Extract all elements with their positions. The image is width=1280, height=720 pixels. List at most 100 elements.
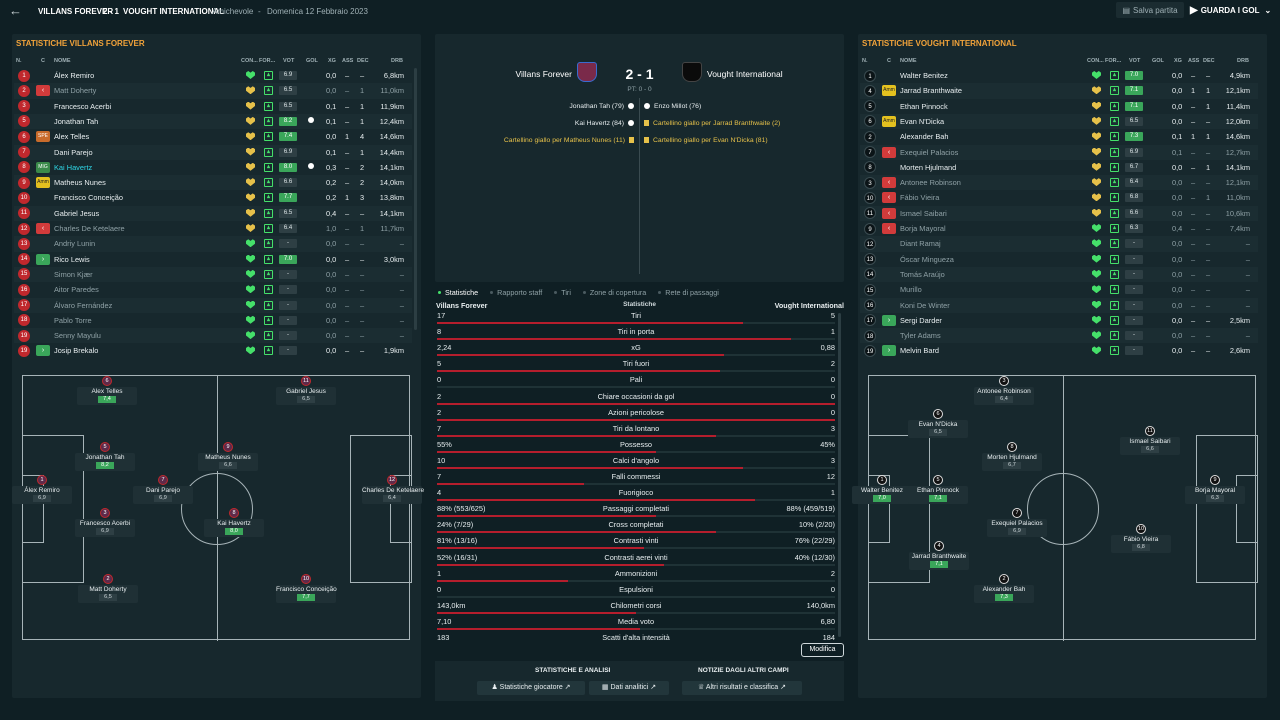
player-row[interactable]: 1 Álex Remiro ▴ 6.9 0,0– –6,8km <box>14 68 412 83</box>
column-header-gol[interactable]: GOL <box>306 58 318 64</box>
column-header-xg[interactable]: XG <box>1174 58 1182 64</box>
player-row[interactable]: 14 › Rico Lewis ▴ 7.0 0,0– –3,0km <box>14 252 412 267</box>
player-name[interactable]: Francisco Conceição <box>54 193 124 203</box>
pitch-player-marker[interactable]: 4 Jarrad Branthwaite 7,1 <box>909 541 969 570</box>
player-name[interactable]: Exequiel Palacios <box>900 147 959 157</box>
player-row[interactable]: 2 Alexander Bah ▴ 7.3 0,1 1 1 14,6km <box>860 129 1258 144</box>
column-header-c[interactable]: C <box>41 58 45 64</box>
player-row[interactable]: 7 Dani Parejo ▴ 6.9 0,1–1 14,4km <box>14 144 412 160</box>
pitch-player-marker[interactable]: 10 Fábio Vieira 6,8 <box>1111 524 1171 553</box>
player-row[interactable]: 8 Morten Hjulmand ▴ 6.7 0,0–1 14,1km <box>860 160 1258 175</box>
column-header-dec[interactable]: DEC <box>1203 58 1215 64</box>
player-name[interactable]: Jonathan Tah <box>54 116 99 126</box>
player-row[interactable]: 15 Murillo ▴ -0,0– – – <box>860 282 1258 297</box>
column-header-drb[interactable]: DRB <box>1237 58 1249 64</box>
player-row[interactable]: 17 › Sergi Darder ▴ -0,0– –2,5km <box>860 313 1258 328</box>
pitch-player-marker[interactable]: 1 Walter Benitez 7,0 <box>852 475 912 504</box>
save-match-button[interactable]: ▤ Salva partita <box>1116 2 1184 18</box>
player-name[interactable]: Alex Telles <box>54 132 90 142</box>
pitch-player-marker[interactable]: 8 Morten Hjulmand 6,7 <box>982 442 1042 471</box>
modify-button[interactable]: Modifica <box>801 643 844 657</box>
player-row[interactable]: 6 SPE Alex Telles ▴ 7.4 0,0 1 4 14,6km <box>14 129 412 144</box>
pitch-player-marker[interactable]: 5 Ethan Pinnock 7,1 <box>908 475 968 504</box>
player-name[interactable]: Murillo <box>900 285 922 295</box>
player-name[interactable]: Francesco Acerbi <box>54 101 112 111</box>
player-name[interactable]: Evan N'Dicka <box>900 116 945 126</box>
player-row[interactable]: 5 Jonathan Tah ▴ 8.2 0,1–1 12,4km <box>14 113 412 130</box>
player-name[interactable]: Sergi Darder <box>900 315 942 325</box>
player-name[interactable]: Josip Brekalo <box>54 346 99 356</box>
player-name[interactable]: Alexander Bah <box>900 132 949 142</box>
other-results-button[interactable]: ♕ Altri risultati e classifica ↗ <box>682 681 802 695</box>
pitch-player-marker[interactable]: 9 Borja Mayoral 6,3 <box>1185 475 1245 504</box>
player-name[interactable]: Aitor Paredes <box>54 285 99 295</box>
tab-zone-di-copertura[interactable]: Zone di copertura <box>582 288 646 297</box>
player-name[interactable]: Diant Ramaj <box>900 239 941 249</box>
player-row[interactable]: 13 Andriy Lunin ▴ -0,0– – – <box>14 236 412 252</box>
column-header-vot[interactable]: VOT <box>1129 58 1141 64</box>
player-row[interactable]: 16 Aitor Paredes ▴ -0,0– – – <box>14 282 412 297</box>
player-row[interactable]: 7 ‹ Exequiel Palacios ▴ 6.9 0,1– –12,7km <box>860 144 1258 160</box>
player-name[interactable]: Andriy Lunin <box>54 239 96 249</box>
player-name[interactable]: Borja Mayoral <box>900 224 946 233</box>
player-name[interactable]: Antonee Robinson <box>900 178 961 188</box>
player-row[interactable]: 18 Tyler Adams ▴ -0,0– – – <box>860 328 1258 344</box>
player-row[interactable]: 9 ‹ Borja Mayoral ▴ 6.3 0,4– –7,4km <box>860 221 1258 236</box>
pitch-player-marker[interactable]: 2 Matt Doherty 6,5 <box>78 574 138 603</box>
tab-rete-di-passaggi[interactable]: Rete di passaggi <box>658 288 719 297</box>
column-header-con[interactable]: CON... <box>241 58 258 64</box>
player-name[interactable]: Gabriel Jesus <box>54 208 100 218</box>
player-row[interactable]: 11 Gabriel Jesus ▴ 6.5 0,4– –14,1km <box>14 205 412 221</box>
player-name[interactable]: Tyler Adams <box>900 331 941 341</box>
pitch-player-marker[interactable]: 12 Charles De Ketelaere 6,4 <box>362 475 424 504</box>
player-name[interactable]: Ethan Pinnock <box>900 101 948 111</box>
player-name[interactable]: Walter Benitez <box>900 71 948 80</box>
column-header-name[interactable]: NOME <box>900 58 917 64</box>
player-name[interactable]: Dani Parejo <box>54 147 93 157</box>
player-row[interactable]: 3 ‹ Antonee Robinson ▴ 6.4 0,0– –12,1km <box>860 175 1258 191</box>
analytics-data-button[interactable]: ▦ Dati analitici ↗ <box>589 681 669 695</box>
player-row[interactable]: 19 › Josip Brekalo ▴ -0,0– –1,9km <box>14 343 412 358</box>
pitch-player-marker[interactable]: 6 Alex Telles 7,4 <box>77 376 137 405</box>
column-header-c[interactable]: C <box>887 58 891 64</box>
player-name[interactable]: Matt Doherty <box>54 86 97 96</box>
player-row[interactable]: 17 Álvaro Fernández ▴ -0,0– – – <box>14 297 412 313</box>
column-header-for[interactable]: FOR... <box>259 58 276 64</box>
pitch-player-marker[interactable]: 2 Alexander Bah 7,3 <box>974 574 1034 603</box>
player-row[interactable]: 11 ‹ Ismael Saibari ▴ 6.6 0,0– –10,6km <box>860 205 1258 221</box>
player-row[interactable]: 10 Francisco Conceição ▴ 7.7 0,2 1 3 13,8km <box>14 190 412 205</box>
column-header-drb[interactable]: DRB <box>391 58 403 64</box>
player-name[interactable]: Tomás Araújo <box>900 269 945 279</box>
player-name[interactable]: Melvin Bard <box>900 346 940 356</box>
player-row[interactable]: 16 Koni De Winter ▴ -0,0– – – <box>860 297 1258 313</box>
player-row[interactable]: 5 Ethan Pinnock ▴ 7.1 0,0–1 11,4km <box>860 99 1258 114</box>
player-name[interactable]: Simon Kjær <box>54 269 93 279</box>
pitch-player-marker[interactable]: 7 Dani Parejo 6,9 <box>133 475 193 504</box>
pitch-player-marker[interactable]: 11 Ismael Saibari 6,6 <box>1120 426 1180 455</box>
player-row[interactable]: 15 Simon Kjær ▴ -0,0– – – <box>14 266 412 283</box>
player-row[interactable]: 8 MIG Kai Havertz ▴ 8.0 0,3–2 14,1km <box>14 160 412 175</box>
player-name[interactable]: Álvaro Fernández <box>54 300 113 310</box>
column-header-for[interactable]: FOR... <box>1105 58 1122 64</box>
home-scrollbar[interactable] <box>414 68 417 330</box>
player-name[interactable]: Charles De Ketelaere <box>54 224 125 233</box>
player-name[interactable]: Koni De Winter <box>900 300 950 310</box>
player-name[interactable]: Morten Hjulmand <box>900 162 957 172</box>
player-row[interactable]: 2 ‹ Matt Doherty ▴ 6.5 0,0–1 11,0km <box>14 83 412 99</box>
tab-statistiche[interactable]: Statistiche <box>438 288 478 297</box>
column-header-n[interactable]: N. <box>16 58 22 64</box>
player-name[interactable]: Óscar Mingueza <box>900 254 954 264</box>
player-name[interactable]: Rico Lewis <box>54 254 90 264</box>
player-row[interactable]: 18 Pablo Torre ▴ -0,0– – – <box>14 313 412 328</box>
column-header-gol[interactable]: GOL <box>1152 58 1164 64</box>
column-header-vot[interactable]: VOT <box>283 58 295 64</box>
column-header-n[interactable]: N. <box>862 58 868 64</box>
stats-scrollbar[interactable] <box>838 313 841 637</box>
player-row[interactable]: 19 › Melvin Bard ▴ -0,0– –2,6km <box>860 343 1258 358</box>
column-header-xg[interactable]: XG <box>328 58 336 64</box>
pitch-player-marker[interactable]: 5 Jonathan Tah 8,2 <box>75 442 135 471</box>
player-name[interactable]: Senny Mayulu <box>54 331 101 341</box>
pitch-player-marker[interactable]: 6 Evan N'Dicka 6,5 <box>908 409 968 438</box>
player-row[interactable]: 19 Senny Mayulu ▴ -0,0– – – <box>14 328 412 344</box>
pitch-player-marker[interactable]: 10 Francisco Conceição 7,7 <box>276 574 337 603</box>
